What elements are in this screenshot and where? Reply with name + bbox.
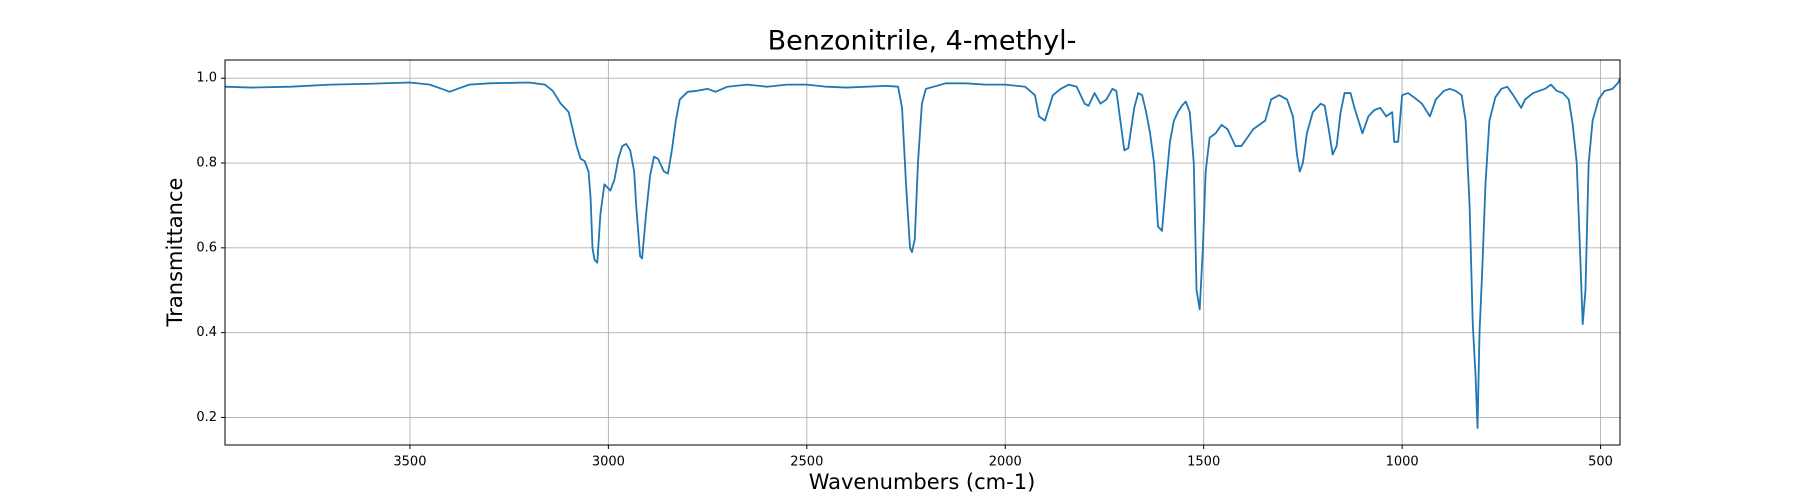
y-tick-label: 0.6 xyxy=(196,240,217,255)
x-tick-label: 2000 xyxy=(989,455,1022,470)
y-tick-label: 1.0 xyxy=(196,71,217,86)
y-tick-label: 0.2 xyxy=(196,410,217,425)
x-tick-label: 1500 xyxy=(1187,455,1220,470)
y-axis-label: Transmittance xyxy=(163,178,187,328)
x-tick-label: 3500 xyxy=(393,455,426,470)
spectrum-line xyxy=(224,77,1621,429)
x-tick-label: 1000 xyxy=(1386,455,1419,470)
y-tick-label: 0.4 xyxy=(196,325,217,340)
y-tick-label: 0.8 xyxy=(196,156,217,171)
plot-frame xyxy=(224,59,1621,446)
x-tick-label: 500 xyxy=(1588,455,1613,470)
x-axis-label: Wavenumbers (cm-1) xyxy=(809,470,1036,494)
x-tick-label: 2500 xyxy=(790,455,823,470)
chart-title: Benzonitrile, 4-methyl- xyxy=(768,26,1077,57)
x-tick-label: 3000 xyxy=(592,455,625,470)
